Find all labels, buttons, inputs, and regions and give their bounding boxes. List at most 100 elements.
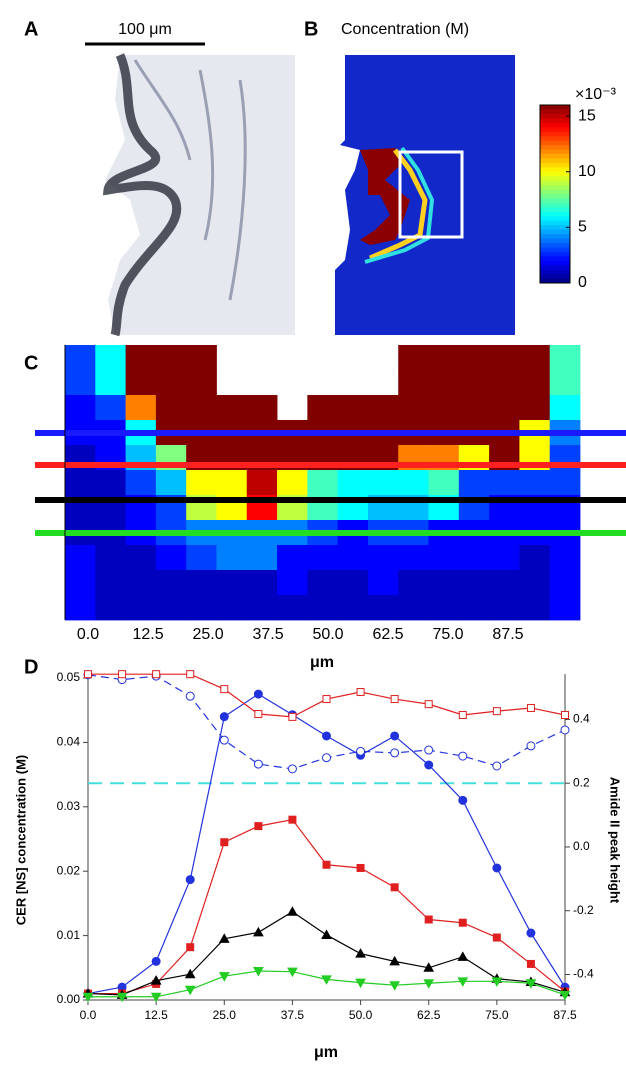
heatmap-cell [519,345,551,371]
heatmap-cell [125,545,157,571]
colorbar-tick-label: 15 [578,107,596,124]
heatmap-cell [95,595,126,621]
heatmap-cell [398,570,429,596]
marker [118,670,127,679]
heatmap-cell [398,345,429,371]
x-tick-label: 25.0 [213,1008,237,1022]
heatmap-cell [186,570,217,596]
marker [458,795,468,805]
heatmap-cell [155,570,187,596]
heatmap-cell [95,345,126,371]
heatmap-cell [277,570,308,596]
x-tick-label: 25.0 [192,626,223,643]
heatmap-cell [458,470,490,496]
y-tick-label: 0.01 [57,928,81,942]
heatmap-cell [549,570,581,596]
colorbar-segment [540,198,570,204]
heatmap-cell [216,545,248,571]
heatmap-cell [216,595,248,621]
heatmap-cell [519,595,551,621]
micrograph [102,53,295,337]
heatmap-cell [125,470,157,496]
marker [526,703,535,712]
colorbar-segment [540,158,570,164]
marker [151,956,161,966]
x-tick-label: 37.5 [252,626,283,643]
marker [220,838,229,847]
heatmap-cell [307,545,339,571]
marker [458,710,467,719]
marker [424,915,433,924]
y2-axis-title: Amide II peak height [608,777,623,904]
marker [561,710,569,719]
colorbar-segment [540,269,570,275]
heatmap-cell [246,570,278,596]
colorbar-tick-label: 0 [578,274,587,291]
heatmap-cell [337,545,369,571]
colorbar-segment [540,105,570,110]
marker [356,746,366,756]
heatmap-cell [367,570,399,596]
heatmap-cell [489,570,520,596]
y2-tick-label: -0.4 [573,967,594,981]
x-tick-label: 50.0 [312,626,343,643]
heatmap-cell [519,395,551,421]
colorbar-segment [540,136,570,142]
heatmap-cell [216,395,248,421]
panel-label: B [304,18,318,40]
heatmap-cell [398,470,429,496]
marker [253,759,263,769]
x-axis-title: μm [314,1044,338,1061]
heatmap-cell [519,545,551,571]
heatmap-cell [519,470,551,496]
x-tick-label: 12.5 [144,1008,168,1022]
heatmap-cell [489,345,520,371]
heatmap-cell [246,545,278,571]
heatmap-cell [95,545,126,571]
marker [389,955,400,966]
marker [492,761,502,771]
heatmap-cell [428,595,460,621]
marker [150,992,162,1003]
heatmap-cell [307,470,339,496]
y-tick-label: 0.00 [57,992,81,1006]
marker [186,943,195,952]
heatmap-cell [125,570,157,596]
heatmap-cell [549,595,581,621]
heatmap-cell [367,545,399,571]
marker [287,764,297,774]
marker [116,992,128,1003]
marker [492,863,502,873]
heatmap-cell [155,345,187,371]
heatmap-cell [428,370,460,396]
colorbar-tick-label: 10 [578,163,596,180]
colorbar-segment [540,265,570,271]
colorbar-segment [540,171,570,177]
concentration-map [335,55,515,335]
y-tick-label: 0.05 [57,670,81,684]
heatmap-cell [428,570,460,596]
heatmap-cell [65,370,96,396]
heatmap-cell [155,470,187,496]
marker [184,968,196,979]
heatmap-cell [155,595,187,621]
marker [150,975,162,985]
x-tick-label: 75.0 [485,1008,509,1022]
marker [424,760,434,770]
marker [84,670,92,679]
heatmap-cell [458,570,490,596]
heatmap-cell [65,570,96,596]
marker [560,725,570,735]
colorbar-segment [540,176,570,182]
colorbar-label: ×10⁻³ [575,86,617,103]
heatmap-cell [186,470,217,496]
x-tick-label: 62.5 [417,1008,441,1022]
marker [356,688,365,697]
heatmap-cell [307,395,339,421]
marker [457,977,469,987]
marker [288,712,297,721]
heatmap-cell [95,395,126,421]
x-tick-label: 87.5 [492,626,523,643]
colorbar-segment [540,122,570,128]
